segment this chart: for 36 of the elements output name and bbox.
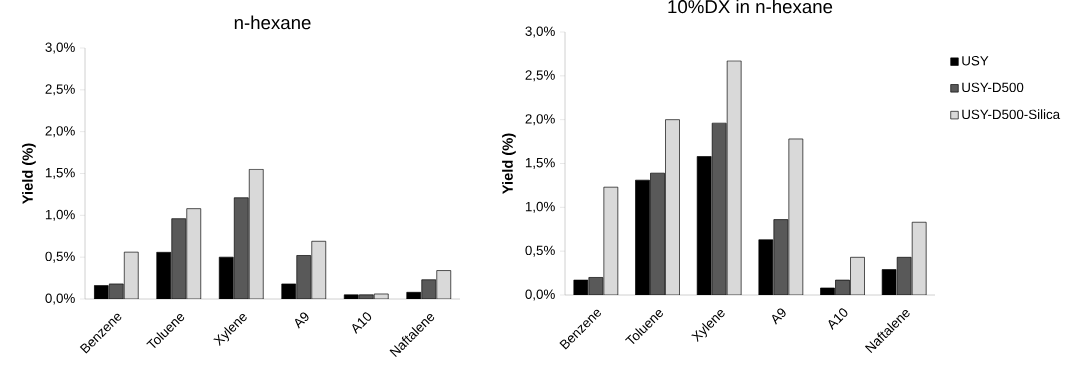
legend-label: USY: [962, 56, 989, 66]
y-tick-label: 2,5%: [45, 84, 75, 96]
y-axis-title: Yield (%): [502, 133, 516, 194]
bar: [311, 240, 327, 299]
bar: [788, 138, 804, 295]
x-tick-label: A9: [772, 308, 786, 325]
x-tick-label: A10: [352, 312, 372, 334]
bar: [773, 219, 789, 295]
y-tick-label: 3,0%: [525, 26, 555, 38]
y-tick-label: 2,0%: [525, 114, 555, 126]
y-tick-label: 0,0%: [45, 293, 75, 305]
y-tick-label: 2,0%: [45, 126, 75, 138]
bar: [711, 122, 727, 295]
bar: [603, 186, 619, 295]
legend-label: USY-D500-Silica: [962, 109, 1061, 120]
y-tick-label: 2,5%: [525, 70, 555, 82]
y-tick-label: 3,0%: [45, 42, 75, 54]
y-tick-label: 0,0%: [525, 289, 555, 301]
x-tick-label: A9: [294, 312, 309, 329]
y-tick-label: 1,0%: [45, 209, 75, 221]
bar: [665, 119, 680, 295]
legend-label: USY-D500: [962, 82, 1024, 93]
y-tick-label: 0,5%: [45, 251, 75, 263]
y-axis-title: Yield (%): [22, 143, 36, 204]
bar: [248, 168, 264, 299]
bar: [650, 172, 665, 295]
bar: [911, 221, 927, 295]
x-tick-label: A10: [828, 308, 848, 330]
bar: [726, 60, 742, 295]
y-tick-label: 0,5%: [525, 245, 555, 257]
chart-title: 10%DX in n-hexane: [668, 0, 833, 14]
y-tick-label: 1,5%: [525, 158, 555, 169]
y-tick-label: 1,0%: [525, 201, 555, 213]
bar: [186, 208, 202, 299]
chart-title: n-hexane: [234, 15, 311, 30]
y-tick-label: 1,5%: [45, 168, 75, 179]
